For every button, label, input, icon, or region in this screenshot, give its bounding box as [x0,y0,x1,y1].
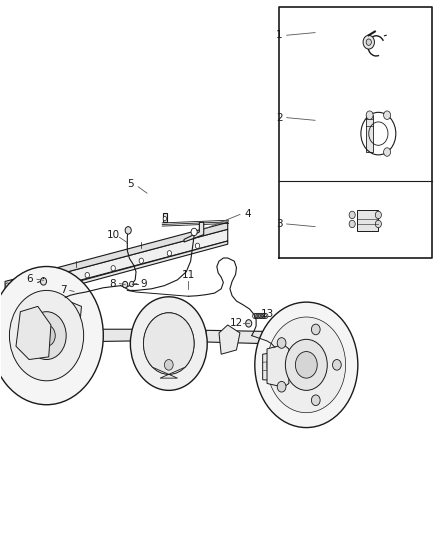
Polygon shape [263,352,284,381]
Circle shape [130,281,134,287]
Circle shape [163,216,166,221]
Polygon shape [366,115,373,152]
Text: 11: 11 [182,270,195,280]
Circle shape [85,272,89,278]
Circle shape [311,324,320,335]
Polygon shape [60,301,81,330]
Text: 7: 7 [60,286,67,295]
Polygon shape [184,222,204,242]
Circle shape [123,281,128,288]
Circle shape [31,287,35,292]
Text: 1: 1 [276,30,283,41]
Polygon shape [206,330,263,344]
Circle shape [384,111,391,119]
Polygon shape [5,280,12,305]
Text: 13: 13 [261,309,274,319]
Circle shape [6,294,9,298]
Circle shape [131,297,207,390]
Circle shape [295,352,317,378]
Polygon shape [12,222,228,287]
Polygon shape [12,229,228,298]
Text: 9: 9 [140,279,147,288]
Circle shape [363,35,374,49]
Circle shape [10,290,84,381]
Circle shape [40,278,46,285]
Circle shape [191,228,197,236]
Polygon shape [162,213,167,222]
Polygon shape [12,241,228,303]
Circle shape [311,395,320,406]
Polygon shape [267,345,289,387]
Text: 8: 8 [110,279,116,288]
Text: 3: 3 [276,219,283,229]
Circle shape [6,288,9,293]
Circle shape [332,360,341,370]
Circle shape [349,211,355,219]
Circle shape [286,340,327,390]
Circle shape [38,325,55,346]
Circle shape [255,302,358,427]
Circle shape [125,227,131,234]
Circle shape [6,299,9,303]
Circle shape [277,338,286,348]
Circle shape [27,312,66,360]
Circle shape [6,283,9,287]
Circle shape [167,251,172,256]
Circle shape [195,243,200,248]
Text: 2: 2 [276,112,283,123]
Circle shape [375,211,381,219]
Text: 10: 10 [107,230,120,240]
Circle shape [267,317,346,413]
Polygon shape [66,329,134,342]
Circle shape [139,258,144,263]
Circle shape [384,148,391,156]
Bar [357,209,378,231]
Circle shape [111,265,115,271]
Circle shape [375,220,381,228]
Polygon shape [16,306,51,360]
Text: 12: 12 [230,318,243,328]
Circle shape [144,313,194,374]
Circle shape [57,280,61,285]
Circle shape [366,39,371,45]
Text: 6: 6 [26,274,33,284]
Circle shape [0,266,103,405]
Text: 5: 5 [127,179,134,189]
Circle shape [246,320,252,327]
Text: 4: 4 [244,209,251,220]
Circle shape [366,111,373,119]
Circle shape [349,220,355,228]
Polygon shape [219,325,240,354]
Polygon shape [144,313,194,378]
Circle shape [277,382,286,392]
Circle shape [164,360,173,370]
